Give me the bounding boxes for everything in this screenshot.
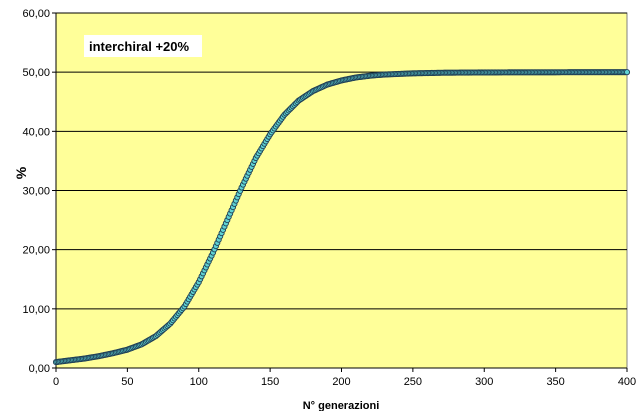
legend-box <box>84 35 202 57</box>
x-tick-label: 0 <box>53 376 59 388</box>
x-tick-label: 100 <box>190 376 208 388</box>
x-tick-label: 200 <box>332 376 350 388</box>
y-tick-label: 50,00 <box>22 67 50 79</box>
y-tick-label: 60,00 <box>22 8 50 20</box>
axes: 0,00 10,00 20,00 30,00 40,00 50,00 60,00 0 50 100… <box>22 8 636 388</box>
x-tick-label: 300 <box>475 376 493 388</box>
y-tick-label: 40,00 <box>22 126 50 138</box>
x-tick-label: 150 <box>261 376 279 388</box>
y-tick-label: 20,00 <box>22 245 50 257</box>
x-axis-title: N° generazioni <box>303 400 380 411</box>
y-tick-label: 30,00 <box>22 186 50 198</box>
legend-label: interchiral +20% <box>89 39 190 54</box>
series-markers <box>52 69 631 366</box>
grid-lines <box>56 12 627 310</box>
legend: interchiral +20% <box>84 35 202 57</box>
y-tick-label: 10,00 <box>22 304 50 316</box>
x-tick-label: 250 <box>404 376 422 388</box>
y-tick-label: 0,00 <box>29 363 50 375</box>
y-axis-title: % <box>13 166 29 179</box>
x-tick-label: 350 <box>546 376 564 388</box>
x-tick-label: 50 <box>121 376 133 388</box>
data-point <box>623 69 631 76</box>
x-tick-label: 400 <box>618 376 636 388</box>
